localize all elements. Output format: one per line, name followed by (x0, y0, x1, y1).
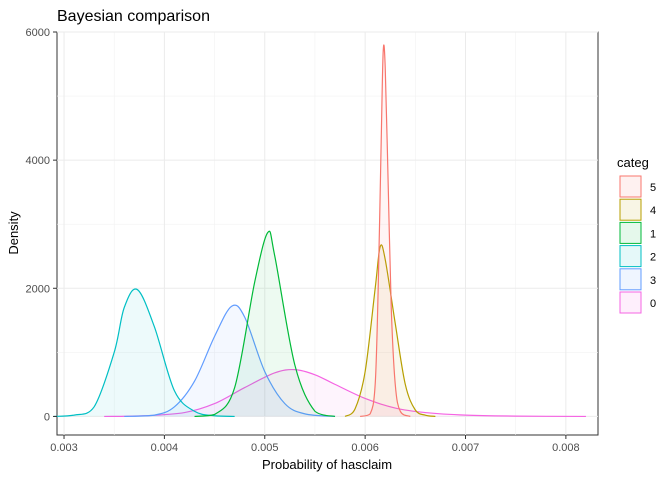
density-line-3 (124, 304, 336, 418)
legend-key-5 (619, 175, 642, 198)
density-area-3 (124, 305, 336, 417)
y-tick-label: 4000 (26, 155, 50, 167)
legend-label-0: 0 (650, 298, 656, 310)
plot-panel (56, 31, 599, 436)
legend-label-5: 5 (650, 182, 656, 194)
legend-label-3: 3 (650, 275, 656, 287)
x-tick-label: 0.007 (452, 442, 480, 454)
x-axis-title: Probability of hasclaim (262, 457, 392, 472)
legend-title: categ (617, 155, 649, 170)
legend-label-1: 1 (650, 228, 656, 240)
legend-label-2: 2 (650, 252, 656, 264)
legend-label-4: 4 (650, 205, 656, 217)
density-line-5 (359, 44, 411, 418)
x-tick-label: 0.006 (351, 442, 379, 454)
y-axis-title: Density (6, 211, 21, 255)
legend-key-4 (619, 198, 642, 221)
density-area-1 (194, 231, 336, 417)
density-area-5 (360, 44, 411, 417)
density-area-4 (345, 244, 436, 417)
density-line-2 (53, 288, 235, 418)
density-area-0 (104, 369, 586, 417)
y-tick-label: 0 (44, 411, 50, 423)
grid-lines (57, 31, 598, 435)
density-curves (53, 44, 586, 418)
x-tick-label: 0.005 (251, 442, 279, 454)
x-tick-label: 0.004 (151, 442, 179, 454)
density-area-2 (53, 288, 235, 417)
y-axis: 0 2000 4000 6000 (26, 27, 57, 423)
x-axis: 0.003 0.004 0.005 0.006 0.007 0.008 (50, 435, 580, 454)
legend-key-1 (619, 221, 642, 244)
x-tick-label: 0.003 (50, 442, 78, 454)
x-tick-label: 0.008 (552, 442, 580, 454)
y-tick-label: 2000 (26, 283, 50, 295)
density-line-1 (194, 230, 336, 418)
chart-title: Bayesian comparison (57, 8, 210, 25)
density-line-4 (344, 244, 436, 418)
legend-key-3 (619, 268, 642, 291)
legend: 5 4 1 2 3 0 (619, 175, 656, 314)
density-line-0 (104, 368, 586, 418)
legend-key-2 (619, 245, 642, 268)
y-tick-label: 6000 (26, 27, 50, 39)
legend-key-0 (619, 291, 642, 314)
